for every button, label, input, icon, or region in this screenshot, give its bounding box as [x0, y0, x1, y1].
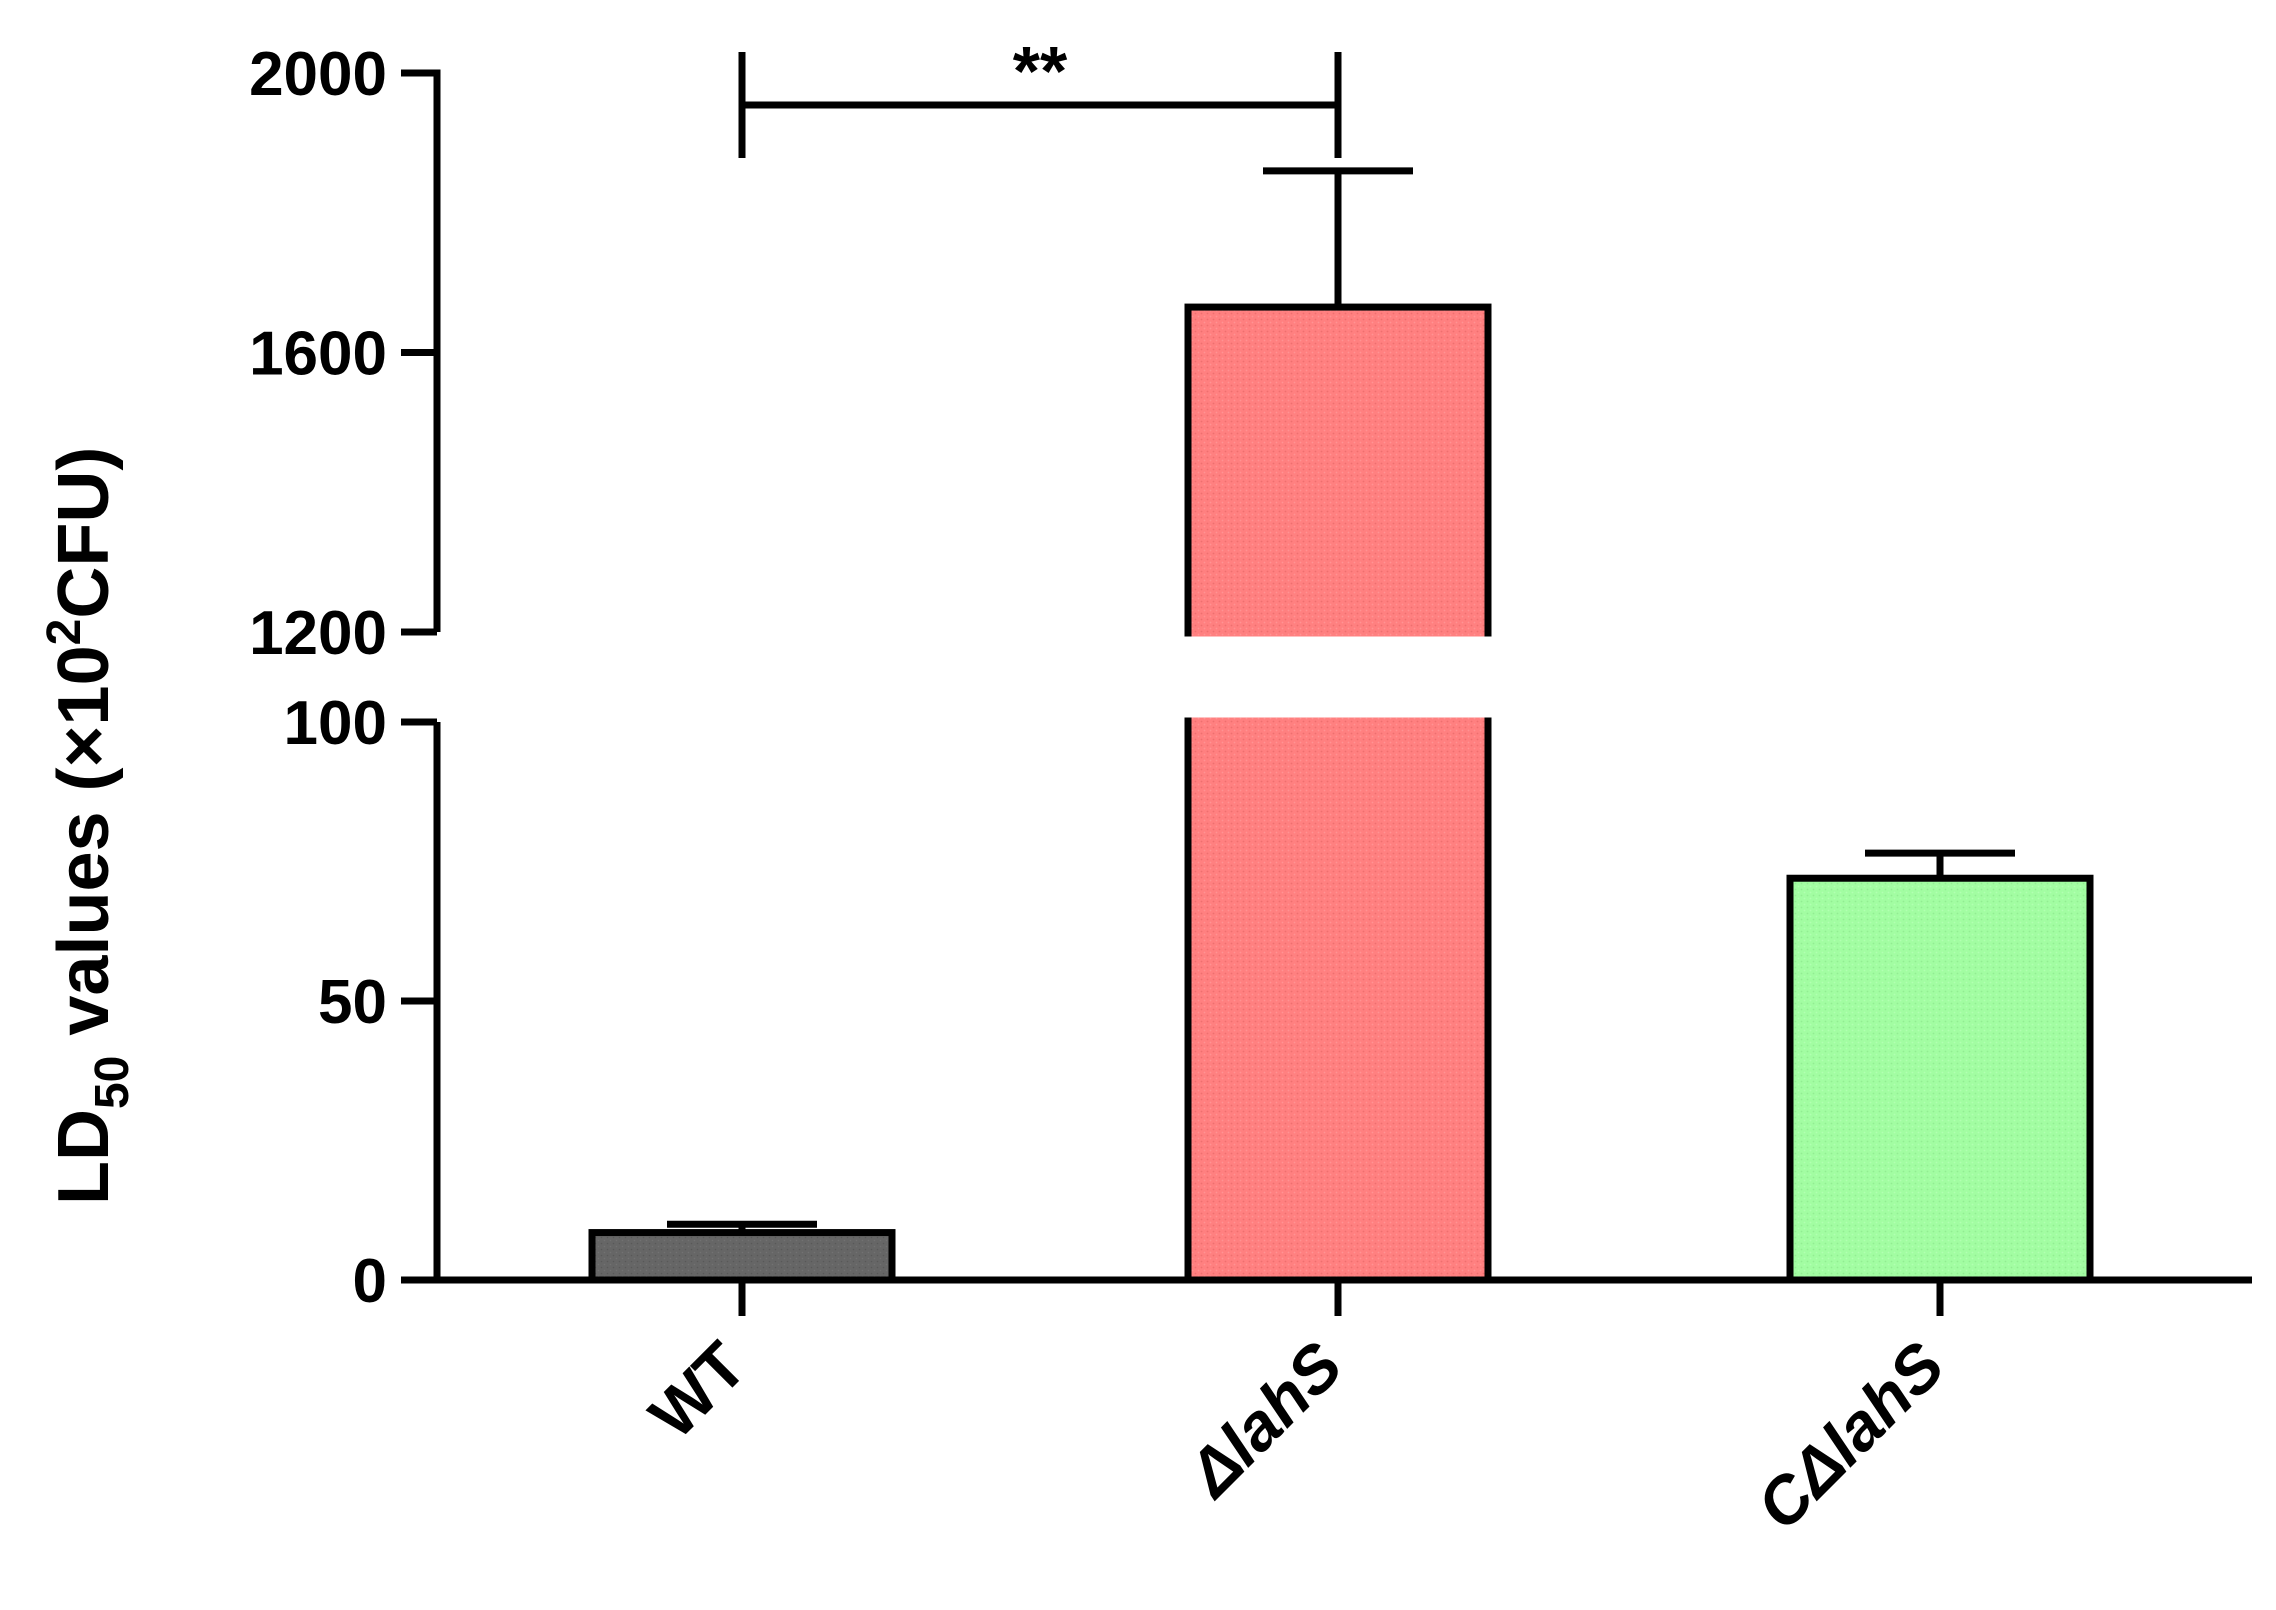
bar-1 [1184, 303, 1492, 1284]
y-tick-label-1600: 1600 [249, 320, 387, 389]
x-ticks: WT ΔlahS CΔlahS [635, 1280, 1958, 1543]
y-axis-label-middle: values (×10 [44, 645, 124, 1055]
x-tick-label-2: CΔlahS [1742, 1328, 1958, 1544]
x-tick-label-0: WT [635, 1328, 760, 1453]
y-axis-label-superscript: 2 [38, 619, 91, 646]
y-ticks: 0 50 100 1200 1600 2000 [249, 40, 437, 1316]
x-tick-label-1: ΔlahS [1172, 1328, 1356, 1512]
y-axis-label-end: CFU) [44, 447, 124, 619]
significance-label: ** [1013, 32, 1068, 110]
y-tick-label-2000: 2000 [249, 40, 387, 109]
axis-break-gap [447, 636, 2262, 718]
bar-0 [588, 1229, 896, 1284]
significance-bracket: ** [738, 32, 1342, 158]
bars [588, 303, 2094, 1284]
svg-text:LD50 values (×102CFU): LD50 values (×102CFU) [38, 447, 139, 1205]
y-axis-label-subscript: 50 [86, 1056, 139, 1109]
error-bars [667, 167, 2015, 1233]
y-tick-label-100: 100 [284, 689, 387, 758]
y-tick-label-50: 50 [318, 968, 387, 1037]
bar-2 [1786, 874, 2094, 1284]
y-axis-label: LD50 values (×102CFU) [38, 447, 139, 1205]
y-tick-label-1200: 1200 [249, 599, 387, 668]
y-axis-label-main: LD [44, 1109, 124, 1205]
y-tick-label-0: 0 [353, 1247, 387, 1316]
